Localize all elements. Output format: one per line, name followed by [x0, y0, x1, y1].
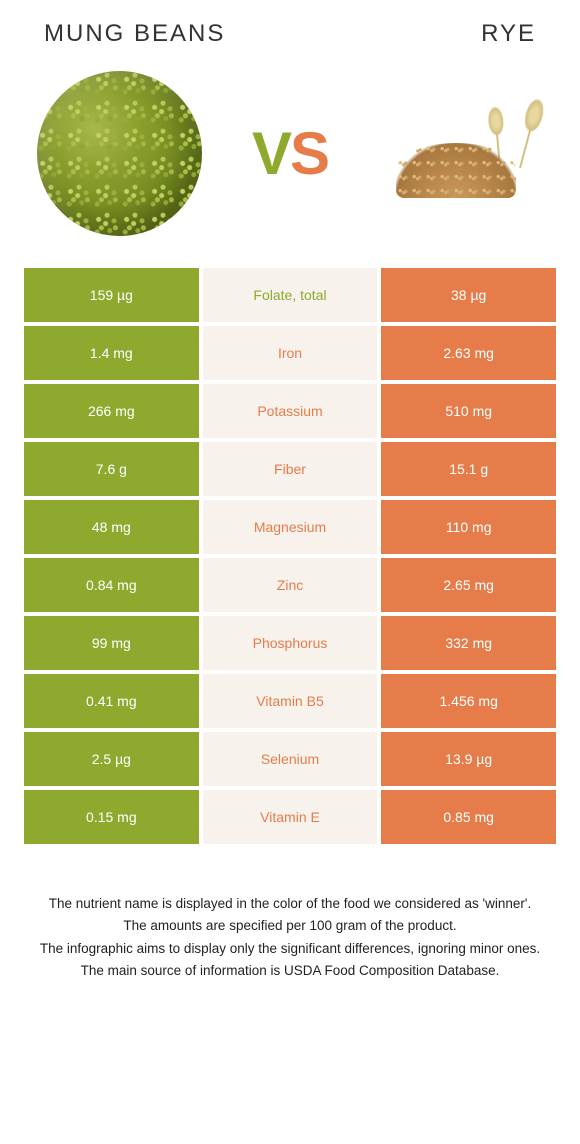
left-value-cell: 0.41 mg: [24, 674, 199, 728]
rye-image: [376, 68, 546, 238]
left-value-cell: 48 mg: [24, 500, 199, 554]
footnotes: The nutrient name is displayed in the co…: [24, 894, 556, 981]
right-value-cell: 0.85 mg: [381, 790, 556, 844]
nutrient-label-cell: Potassium: [203, 384, 378, 438]
left-value-cell: 266 mg: [24, 384, 199, 438]
right-value-cell: 2.65 mg: [381, 558, 556, 612]
left-food-title: MUNG BEANS: [44, 20, 225, 48]
rye-icon: [386, 98, 536, 208]
table-row: 266 mgPotassium510 mg: [24, 384, 556, 438]
comparison-table: 159 µgFolate, total38 µg1.4 mgIron2.63 m…: [24, 268, 556, 844]
nutrient-label-cell: Folate, total: [203, 268, 378, 322]
right-value-cell: 38 µg: [381, 268, 556, 322]
footnote-line: The amounts are specified per 100 gram o…: [32, 916, 548, 936]
left-value-cell: 0.84 mg: [24, 558, 199, 612]
nutrient-label-cell: Fiber: [203, 442, 378, 496]
table-row: 0.84 mgZinc2.65 mg: [24, 558, 556, 612]
nutrient-label-cell: Selenium: [203, 732, 378, 786]
mung-beans-icon: [37, 71, 202, 236]
right-value-cell: 13.9 µg: [381, 732, 556, 786]
table-row: 159 µgFolate, total38 µg: [24, 268, 556, 322]
footnote-line: The infographic aims to display only the…: [32, 939, 548, 959]
right-value-cell: 2.63 mg: [381, 326, 556, 380]
vs-s: S: [290, 120, 328, 187]
left-value-cell: 1.4 mg: [24, 326, 199, 380]
table-row: 2.5 µgSelenium13.9 µg: [24, 732, 556, 786]
nutrient-label-cell: Vitamin B5: [203, 674, 378, 728]
left-value-cell: 159 µg: [24, 268, 199, 322]
left-value-cell: 99 mg: [24, 616, 199, 670]
right-food-title: RYE: [481, 20, 536, 48]
nutrient-label-cell: Vitamin E: [203, 790, 378, 844]
table-row: 0.41 mgVitamin B51.456 mg: [24, 674, 556, 728]
vs-label: VS: [252, 119, 328, 188]
table-row: 0.15 mgVitamin E0.85 mg: [24, 790, 556, 844]
nutrient-label-cell: Phosphorus: [203, 616, 378, 670]
right-value-cell: 110 mg: [381, 500, 556, 554]
table-row: 7.6 gFiber15.1 g: [24, 442, 556, 496]
images-row: VS: [24, 68, 556, 238]
left-value-cell: 2.5 µg: [24, 732, 199, 786]
nutrient-label-cell: Magnesium: [203, 500, 378, 554]
footnote-line: The main source of information is USDA F…: [32, 961, 548, 981]
mung-beans-image: [34, 68, 204, 238]
footnote-line: The nutrient name is displayed in the co…: [32, 894, 548, 914]
right-value-cell: 15.1 g: [381, 442, 556, 496]
nutrient-label-cell: Zinc: [203, 558, 378, 612]
table-row: 99 mgPhosphorus332 mg: [24, 616, 556, 670]
right-value-cell: 510 mg: [381, 384, 556, 438]
table-row: 48 mgMagnesium110 mg: [24, 500, 556, 554]
nutrient-label-cell: Iron: [203, 326, 378, 380]
right-value-cell: 332 mg: [381, 616, 556, 670]
header: MUNG BEANS RYE: [24, 20, 556, 48]
vs-v: V: [252, 120, 290, 187]
left-value-cell: 0.15 mg: [24, 790, 199, 844]
right-value-cell: 1.456 mg: [381, 674, 556, 728]
left-value-cell: 7.6 g: [24, 442, 199, 496]
table-row: 1.4 mgIron2.63 mg: [24, 326, 556, 380]
